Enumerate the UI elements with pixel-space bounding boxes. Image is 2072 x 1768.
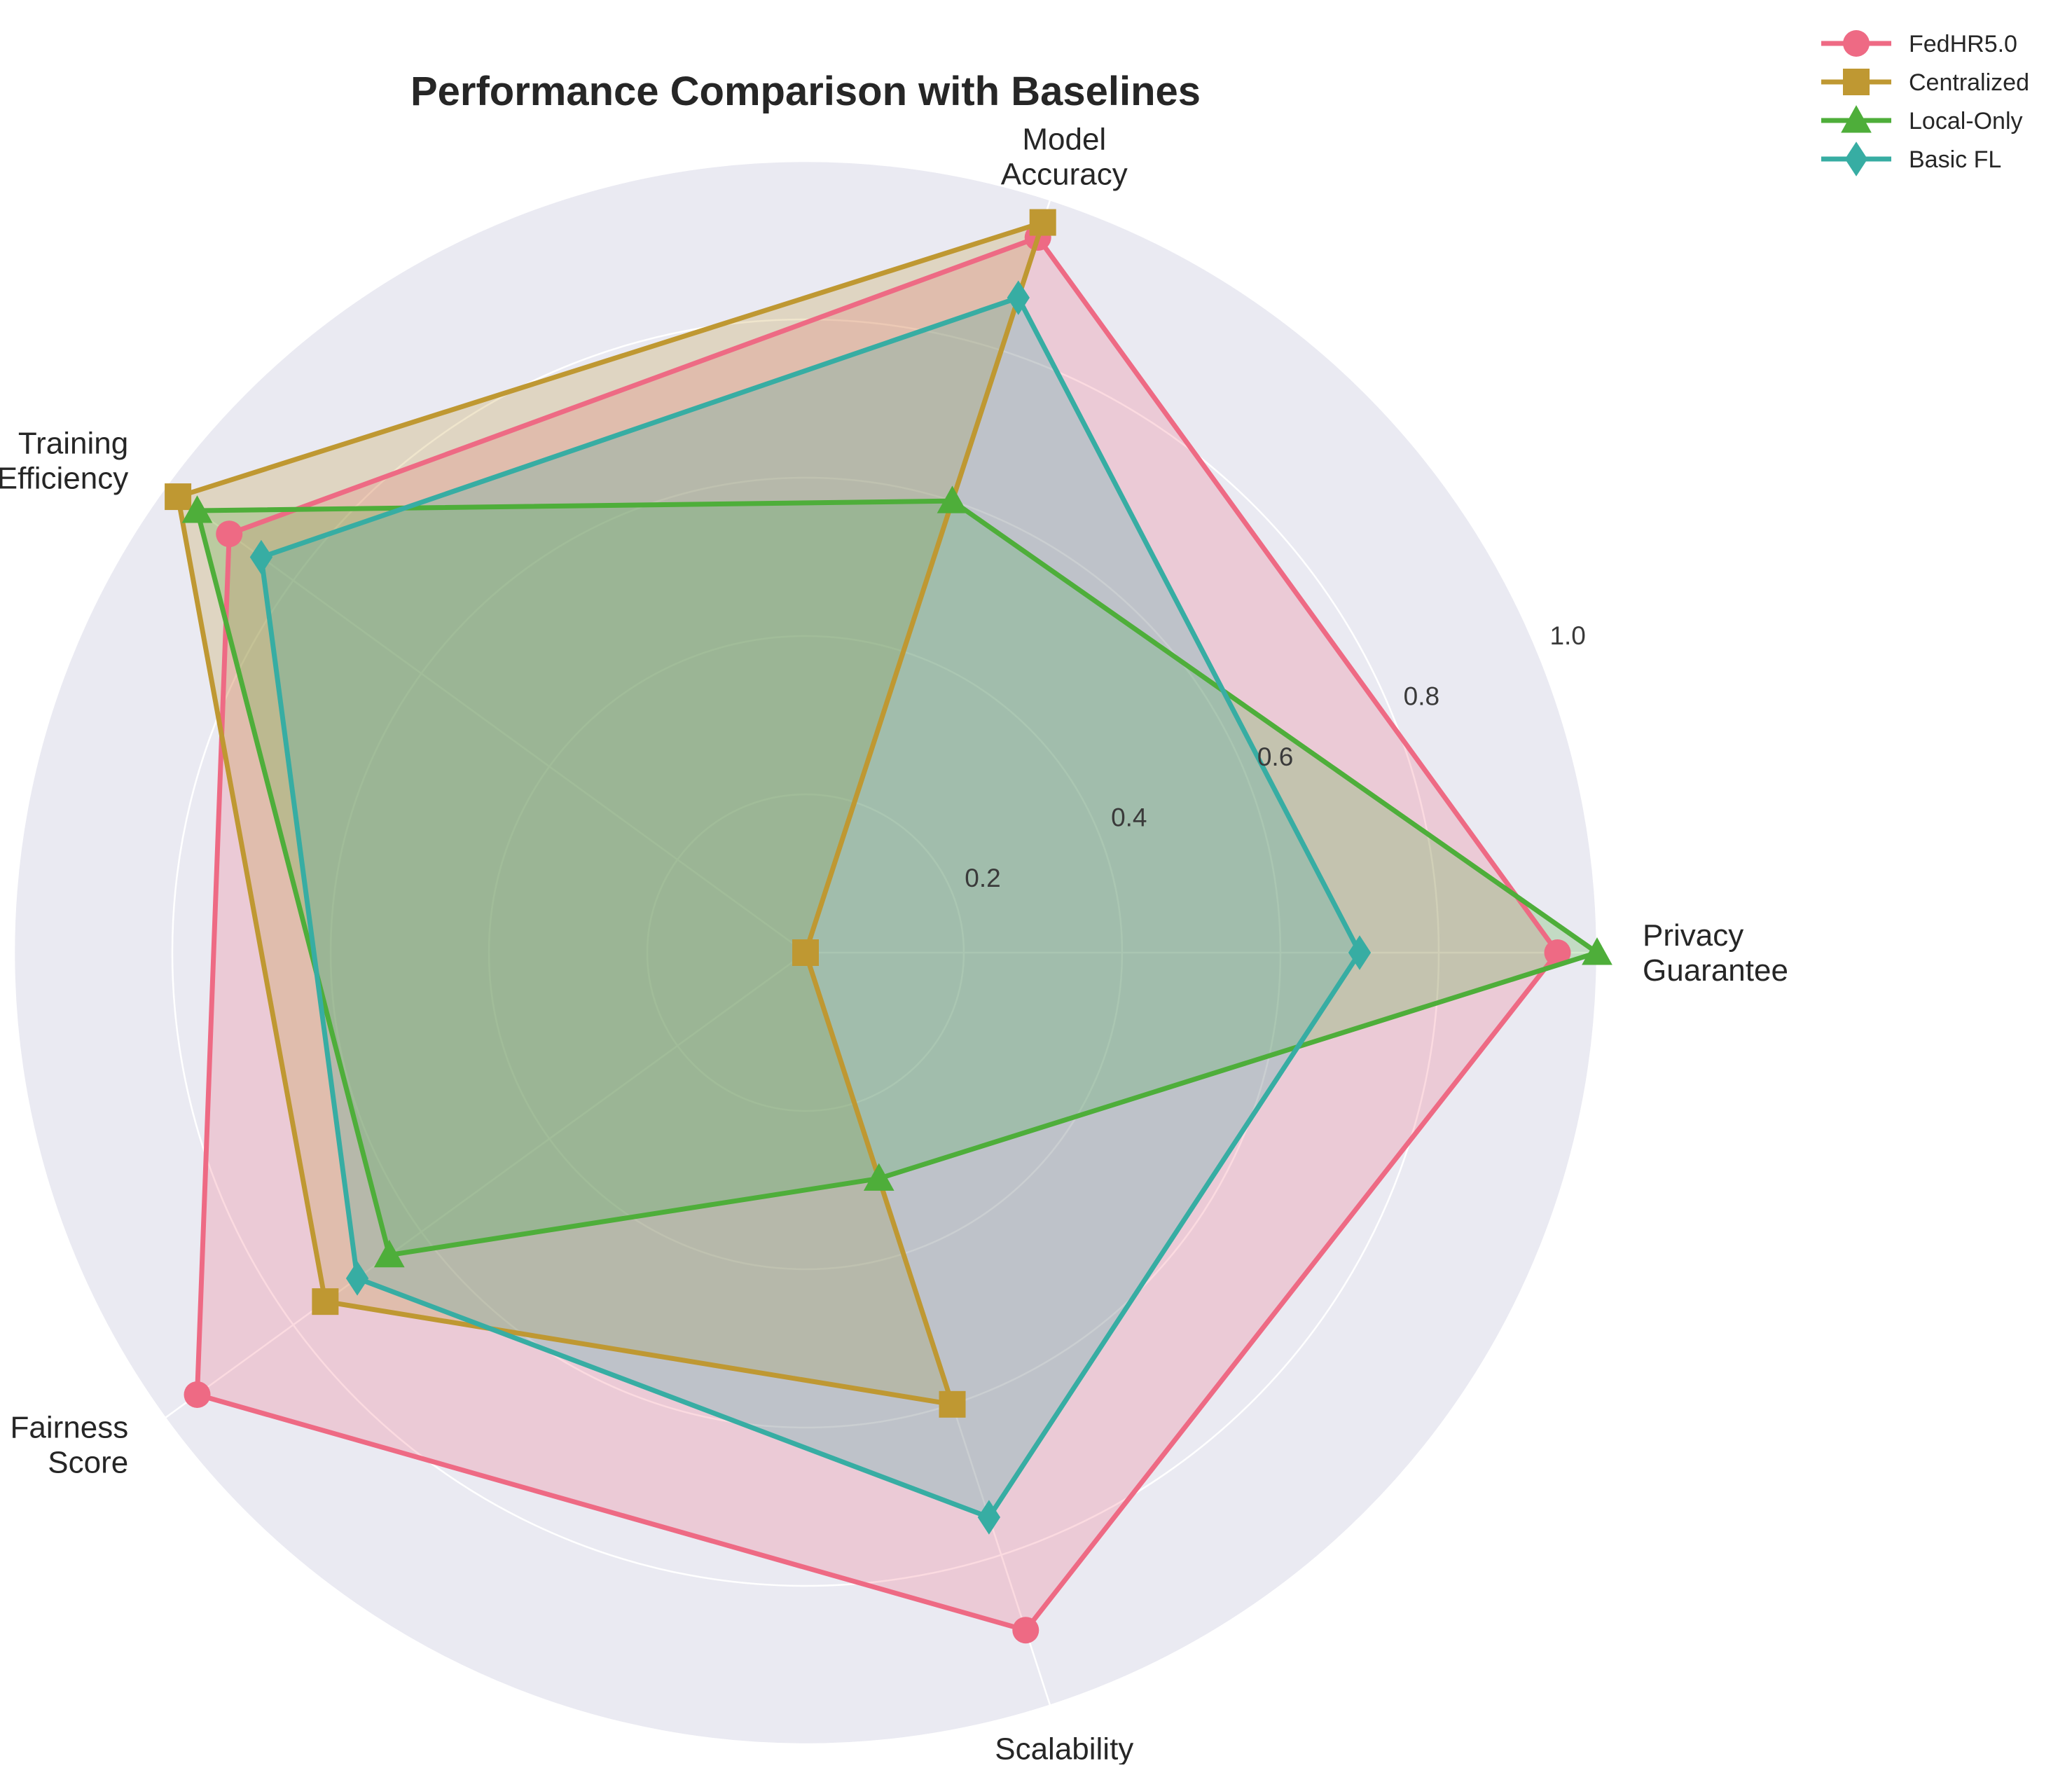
- series-fill: [261, 298, 1360, 1518]
- axis-label-line: Model: [1022, 122, 1106, 156]
- series-line: [195, 235, 1560, 1633]
- legend-marker: [1843, 30, 1870, 57]
- data-point: [937, 485, 968, 513]
- series-group: [165, 209, 1612, 1644]
- axis-label-line: Fairness: [11, 1410, 129, 1444]
- tick-label: 0.2: [965, 864, 1000, 892]
- data-point: [345, 1261, 369, 1296]
- tick-label: 0.6: [1257, 743, 1293, 771]
- legend-marker: [1841, 105, 1872, 133]
- legend-marker: [1844, 141, 1868, 177]
- axis-label-line: Training: [18, 427, 128, 461]
- series-line: [195, 498, 1599, 1258]
- grid-spoke: [165, 951, 806, 1419]
- data-point: [312, 1288, 339, 1315]
- tick-label: 0.4: [1111, 803, 1147, 831]
- legend-entry: Local-Only: [1821, 105, 2023, 134]
- legend-marker: [1843, 69, 1870, 95]
- data-point: [249, 539, 273, 575]
- axis-label: Scalability: [995, 1732, 1133, 1764]
- axis-label-line: Efficiency: [0, 462, 128, 496]
- data-point: [373, 1239, 405, 1268]
- legend: FedHR5.0 Centralized Local-Only Basic FL: [1821, 30, 2029, 177]
- data-point: [863, 1163, 895, 1191]
- axis-label: Fairness Score: [11, 1410, 129, 1479]
- data-point: [792, 939, 819, 966]
- data-point: [977, 1500, 1001, 1535]
- series-fill: [178, 222, 1043, 1404]
- data-point: [939, 1390, 966, 1418]
- axis-label: Privacy Guarantee: [1643, 918, 1788, 988]
- axis-labels: Privacy Guarantee Model Accuracy Training Eff…: [0, 122, 1788, 1766]
- legend-entry: FedHR5.0: [1821, 30, 2017, 57]
- data-point: [1544, 939, 1571, 966]
- radial-tick-labels: 0.2 0.4 0.6 0.8 1.0: [965, 621, 1586, 892]
- legend-label: Basic FL: [1909, 146, 2001, 173]
- legend-label: FedHR5.0: [1909, 31, 2017, 57]
- chart-title: Performance Comparison with Baselines: [410, 69, 1201, 114]
- data-point: [1582, 937, 1612, 965]
- series-line: [175, 220, 1046, 1407]
- grid-spoke: [165, 486, 806, 954]
- tick-label: 1.0: [1549, 621, 1585, 650]
- data-point: [165, 483, 192, 511]
- data-point: [216, 520, 243, 548]
- tick-label: 0.8: [1404, 682, 1439, 710]
- data-point: [181, 495, 213, 523]
- legend-entry: Basic FL: [1821, 141, 2001, 177]
- axis-label: Training Efficiency: [0, 427, 128, 496]
- data-point: [1007, 280, 1030, 315]
- data-point: [184, 1381, 211, 1408]
- legend-label: Local-Only: [1909, 108, 2023, 134]
- axis-label-line: Score: [48, 1445, 128, 1479]
- legend-entry: Centralized: [1821, 69, 2029, 96]
- data-point: [1012, 1617, 1040, 1644]
- axis-label-line: Privacy: [1643, 918, 1743, 953]
- series-line: [258, 295, 1362, 1520]
- axis-label-line: Guarantee: [1643, 953, 1788, 988]
- axis-label-line: Accuracy: [1001, 157, 1128, 191]
- series-fill: [197, 237, 1558, 1631]
- axis-label: Model Accuracy: [1001, 122, 1128, 191]
- axis-label-line: Scalability: [995, 1732, 1133, 1764]
- series-fill: [197, 501, 1597, 1255]
- data-point: [1348, 935, 1372, 970]
- data-point: [1029, 209, 1056, 236]
- legend-label: Centralized: [1909, 69, 2029, 96]
